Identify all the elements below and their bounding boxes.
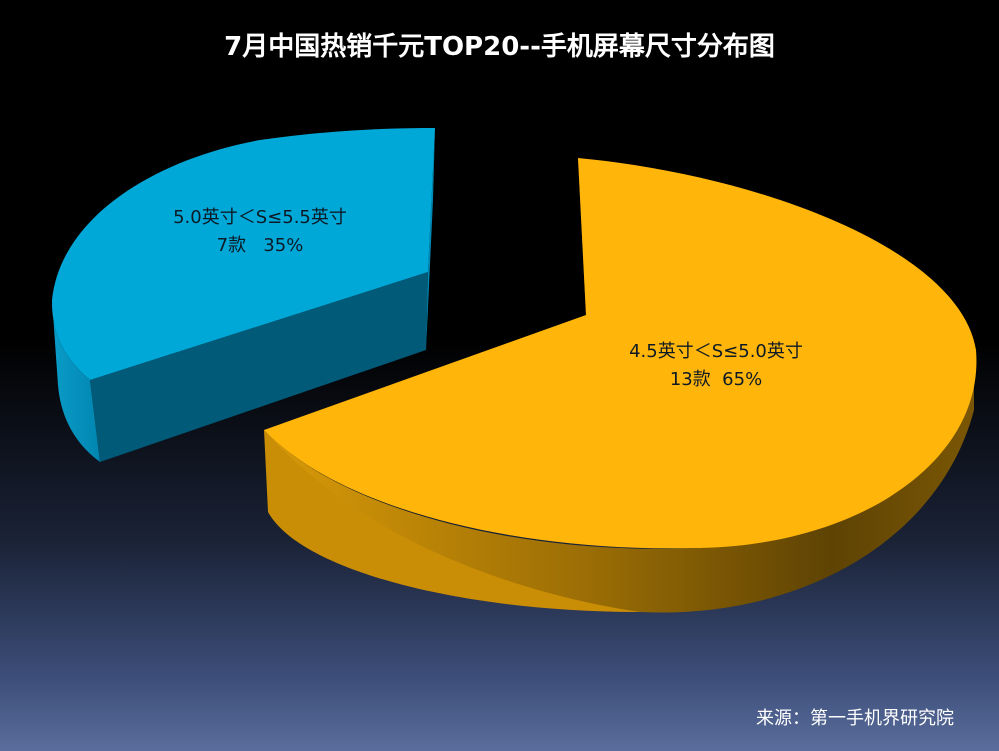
- slice-percent: 35%: [263, 235, 304, 256]
- slice-label-4-5-to-5-0: 4.5英寸＜S≤5.0英寸 13款 65%: [606, 338, 826, 394]
- pie-slice-4-5-to-5-0: [264, 158, 977, 613]
- slice-count: 7款: [216, 235, 247, 256]
- slice-label-5-0-to-5-5: 5.0英寸＜S≤5.5英寸 7款 35%: [150, 204, 370, 260]
- chart-title: 7月中国热销千元TOP20--手机屏幕尺寸分布图: [224, 32, 775, 62]
- slice-percent: 65%: [722, 369, 763, 390]
- slice-range-label: 5.0英寸＜S≤5.5英寸: [173, 207, 347, 228]
- source-annotation: 来源：第一手机界研究院: [756, 708, 954, 729]
- slice-count: 13款: [669, 369, 711, 390]
- slice-value-label: 13款 65%: [606, 366, 826, 394]
- pie-slice-5-0-to-5-5: [52, 128, 435, 462]
- slice-value-label: 7款 35%: [150, 232, 370, 260]
- slice-range-label: 4.5英寸＜S≤5.0英寸: [629, 341, 803, 362]
